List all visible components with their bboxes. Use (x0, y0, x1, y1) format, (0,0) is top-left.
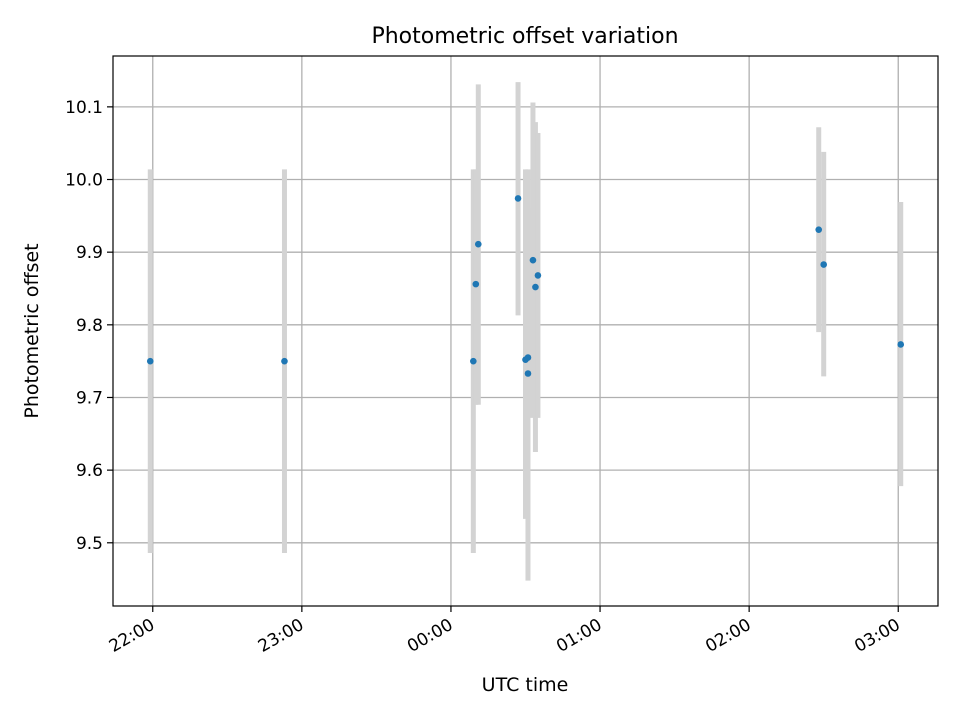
x-axis-label: UTC time (482, 674, 569, 696)
data-point (532, 283, 539, 291)
data-point (474, 240, 482, 248)
data-point (470, 357, 477, 365)
data-point (472, 280, 480, 288)
data-point (820, 261, 827, 268)
chart-title: Photometric offset variation (371, 24, 678, 49)
data-point (524, 354, 532, 361)
y-tick-label: 9.6 (76, 461, 103, 481)
y-tick-label: 10.0 (65, 171, 103, 191)
y-tick-label: 9.7 (76, 388, 103, 408)
data-point (524, 370, 532, 377)
data-point (897, 341, 905, 348)
data-point (815, 226, 823, 233)
y-axis-ticks: 9.5 9.6 9.7 9.8 9.9 10.0 10.1 (65, 98, 113, 554)
y-tick-label: 9.8 (76, 316, 103, 336)
y-tick-label: 10.1 (65, 98, 103, 118)
data-point (146, 357, 154, 365)
data-point (514, 195, 522, 202)
data-point (281, 357, 288, 365)
y-axis-label: Photometric offset (21, 243, 43, 418)
y-tick-label: 9.9 (76, 243, 103, 263)
plot-frame (112, 55, 939, 607)
y-tick-label: 9.5 (76, 534, 103, 554)
data-points (146, 195, 905, 377)
data-point (534, 272, 542, 279)
data-point (529, 256, 537, 264)
